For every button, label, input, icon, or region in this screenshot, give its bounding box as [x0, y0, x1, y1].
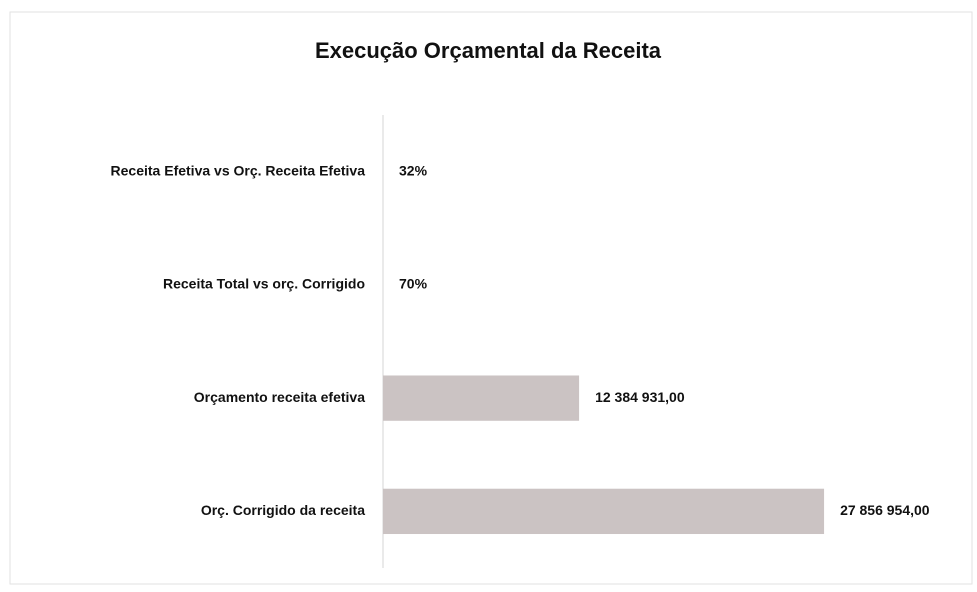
chart-title: Execução Orçamental da Receita: [315, 38, 662, 63]
y-tick-label: Orçamento receita efetiva: [194, 389, 365, 405]
bar: [383, 488, 825, 535]
bar: [383, 375, 580, 421]
y-tick-label: Receita Efetiva vs Orç. Receita Efetiva: [111, 162, 366, 178]
chart-frame: [9, 11, 973, 585]
y-tick-label: Receita Total vs orç. Corrigido: [163, 276, 365, 292]
value-label: 70%: [399, 276, 428, 292]
value-label: 12 384 931,00: [595, 389, 685, 405]
y-tick-label: Orç. Corrigido da receita: [201, 502, 365, 518]
value-label: 32%: [399, 162, 428, 178]
value-label: 27 856 954,00: [840, 502, 930, 518]
